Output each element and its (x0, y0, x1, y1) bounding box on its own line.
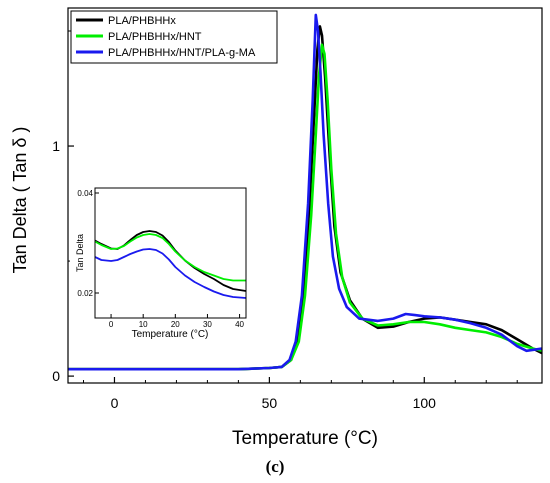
inset-y-tick-label: 0.02 (77, 289, 93, 298)
inset-plot: 0 10 20 30 40 0.02 0.04 Temperature (°C) Tan D… (70, 178, 254, 340)
inset-y-axis-title: Tan Delta (75, 234, 85, 272)
x-tick-label: 100 (413, 395, 437, 411)
main-plot-frame (67, 7, 543, 384)
y-axis-title: Tan Delta ( Tan δ ) (10, 127, 30, 274)
legend-label-pla-phbhhx-hnt-pla-g-ma: PLA/PHBHHx/HNT/PLA-g-MA (108, 47, 256, 59)
main-series-group (68, 13, 542, 371)
inset-x-tick-label: 10 (139, 320, 148, 329)
y-tick-label: 0 (52, 368, 60, 384)
inset-x-axis-title: Temperature (°C) (132, 329, 209, 340)
inset-ticks-group: 0 10 20 30 40 0.02 0.04 (77, 189, 244, 329)
figure-caption: (c) (266, 457, 285, 476)
legend-label-pla-phbhhx: PLA/PHBHHx (108, 15, 176, 27)
x-tick-label: 0 (111, 395, 119, 411)
legend-label-pla-phbhhx-hnt: PLA/PHBHHx/HNT (108, 31, 202, 43)
legend-box (70, 10, 278, 64)
series-line-pla-phbhhx-hnt-pla-g-ma (68, 13, 542, 371)
inset-plot-frame (94, 187, 247, 319)
inset-series-line-pla-phbhhx-hnt (95, 233, 246, 282)
inset-series-line-pla-phbhhx-hnt-pla-g-ma (95, 248, 246, 299)
inset-x-tick-label: 0 (109, 320, 114, 329)
legend: PLA/PHBHHx PLA/PHBHHx/HNT PLA/PHBHHx/HNT/P… (70, 10, 278, 64)
y-tick-label: 1 (52, 138, 60, 154)
inset-x-tick-label: 40 (235, 320, 244, 329)
inset-y-tick-label: 0.04 (77, 189, 93, 198)
inset-x-tick-label: 20 (171, 320, 180, 329)
x-tick-label: 50 (262, 395, 278, 411)
x-axis-title: Temperature (°C) (232, 428, 378, 449)
inset-x-tick-label: 30 (203, 320, 212, 329)
inset-series-group (95, 230, 246, 299)
